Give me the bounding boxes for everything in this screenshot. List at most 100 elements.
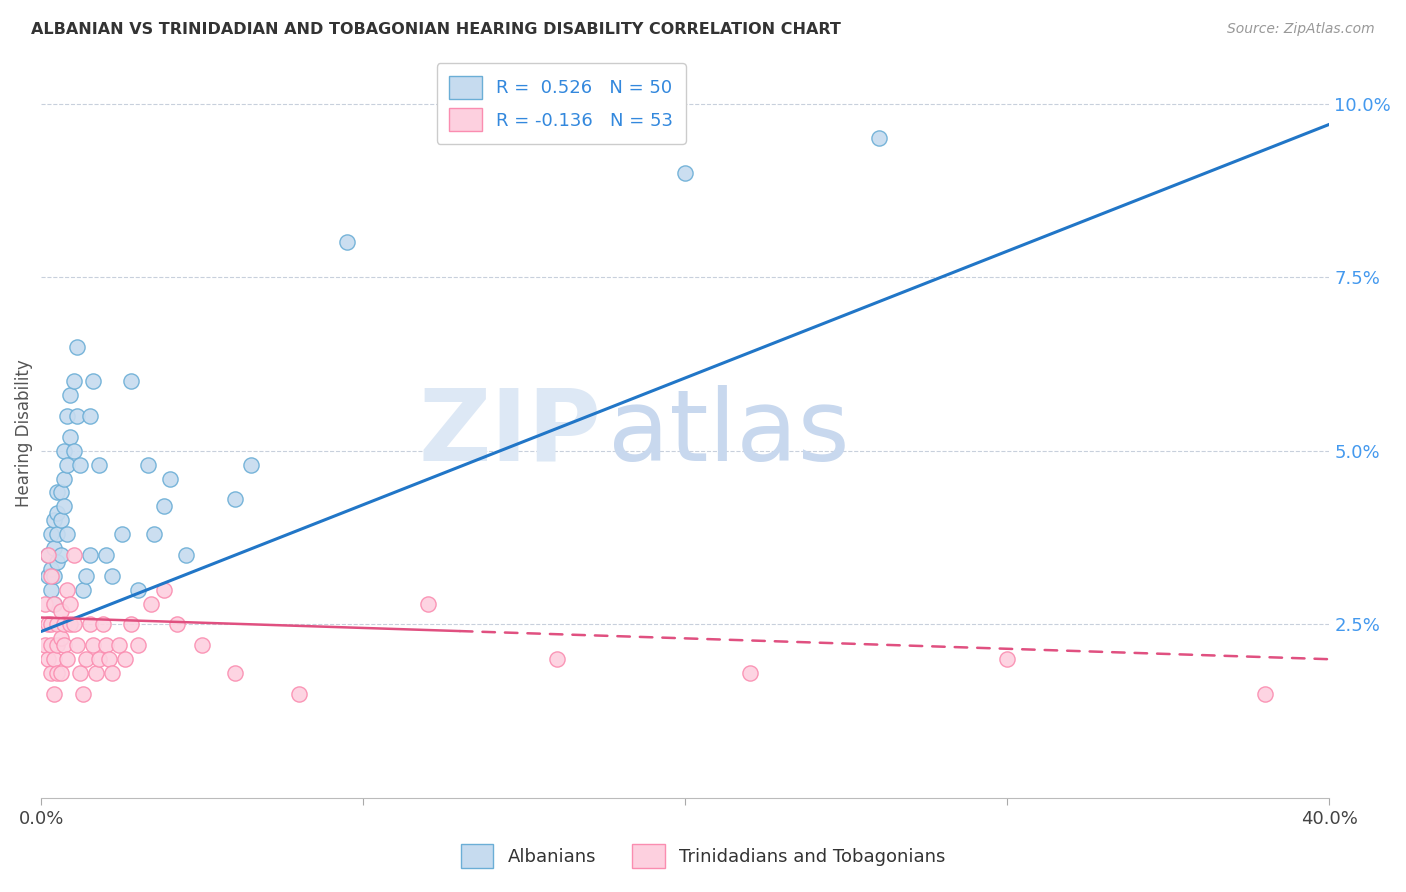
- Point: [56, 527, 79, 541]
- Point: [69, 666, 91, 681]
- Legend: R =  0.526   N = 50, R = -0.136   N = 53: R = 0.526 N = 50, R = -0.136 N = 53: [437, 63, 686, 144]
- Point: [79, 548, 101, 562]
- Point: [89, 652, 111, 666]
- Point: [152, 500, 174, 514]
- Point: [127, 638, 149, 652]
- Point: [39, 527, 62, 541]
- Point: [101, 666, 124, 681]
- Point: [97, 652, 120, 666]
- Point: [52, 500, 75, 514]
- Point: [72, 582, 94, 597]
- Point: [738, 666, 761, 681]
- Point: [46, 506, 69, 520]
- Point: [136, 458, 159, 472]
- Text: atlas: atlas: [607, 385, 849, 482]
- Point: [868, 131, 890, 145]
- Point: [49, 604, 72, 618]
- Point: [46, 527, 69, 541]
- Point: [56, 652, 79, 666]
- Point: [44, 569, 66, 583]
- Point: [52, 443, 75, 458]
- Point: [49, 632, 72, 646]
- Point: [101, 569, 124, 583]
- Point: [79, 409, 101, 423]
- Point: [49, 666, 72, 681]
- Point: [107, 638, 129, 652]
- Point: [159, 472, 181, 486]
- Point: [62, 375, 84, 389]
- Point: [46, 485, 69, 500]
- Point: [1254, 687, 1277, 701]
- Point: [44, 597, 66, 611]
- Point: [37, 617, 59, 632]
- Point: [49, 485, 72, 500]
- Point: [66, 638, 89, 652]
- Point: [49, 513, 72, 527]
- Point: [336, 235, 359, 250]
- Point: [59, 597, 82, 611]
- Point: [224, 666, 246, 681]
- Point: [673, 166, 696, 180]
- Point: [546, 652, 568, 666]
- Point: [91, 617, 114, 632]
- Point: [89, 458, 111, 472]
- Point: [62, 443, 84, 458]
- Point: [44, 597, 66, 611]
- Point: [52, 638, 75, 652]
- Text: ALBANIAN VS TRINIDADIAN AND TOBAGONIAN HEARING DISABILITY CORRELATION CHART: ALBANIAN VS TRINIDADIAN AND TOBAGONIAN H…: [31, 22, 841, 37]
- Point: [39, 569, 62, 583]
- Point: [34, 638, 56, 652]
- Point: [44, 513, 66, 527]
- Point: [94, 548, 117, 562]
- Point: [59, 430, 82, 444]
- Point: [49, 548, 72, 562]
- Point: [39, 562, 62, 576]
- Legend: Albanians, Trinidadians and Tobagonians: Albanians, Trinidadians and Tobagonians: [450, 834, 956, 879]
- Point: [46, 638, 69, 652]
- Point: [39, 582, 62, 597]
- Point: [139, 597, 162, 611]
- Point: [46, 555, 69, 569]
- Point: [52, 617, 75, 632]
- Point: [239, 458, 262, 472]
- Point: [84, 666, 107, 681]
- Point: [39, 617, 62, 632]
- Point: [79, 617, 101, 632]
- Text: Source: ZipAtlas.com: Source: ZipAtlas.com: [1227, 22, 1375, 37]
- Point: [66, 340, 89, 354]
- Point: [152, 582, 174, 597]
- Point: [39, 638, 62, 652]
- Point: [56, 409, 79, 423]
- Point: [56, 582, 79, 597]
- Point: [75, 652, 97, 666]
- Point: [416, 597, 439, 611]
- Point: [44, 652, 66, 666]
- Point: [59, 388, 82, 402]
- Point: [174, 548, 197, 562]
- Point: [94, 638, 117, 652]
- Point: [46, 617, 69, 632]
- Point: [56, 458, 79, 472]
- Point: [82, 638, 104, 652]
- Point: [111, 527, 134, 541]
- Point: [52, 472, 75, 486]
- Point: [34, 597, 56, 611]
- Point: [143, 527, 166, 541]
- Point: [37, 652, 59, 666]
- Point: [127, 582, 149, 597]
- Y-axis label: Hearing Disability: Hearing Disability: [15, 359, 32, 508]
- Point: [995, 652, 1018, 666]
- Point: [66, 409, 89, 423]
- Point: [59, 617, 82, 632]
- Point: [39, 666, 62, 681]
- Point: [121, 617, 143, 632]
- Point: [191, 638, 214, 652]
- Point: [44, 687, 66, 701]
- Point: [121, 375, 143, 389]
- Point: [62, 548, 84, 562]
- Point: [82, 375, 104, 389]
- Point: [224, 492, 246, 507]
- Point: [75, 569, 97, 583]
- Point: [37, 548, 59, 562]
- Point: [69, 458, 91, 472]
